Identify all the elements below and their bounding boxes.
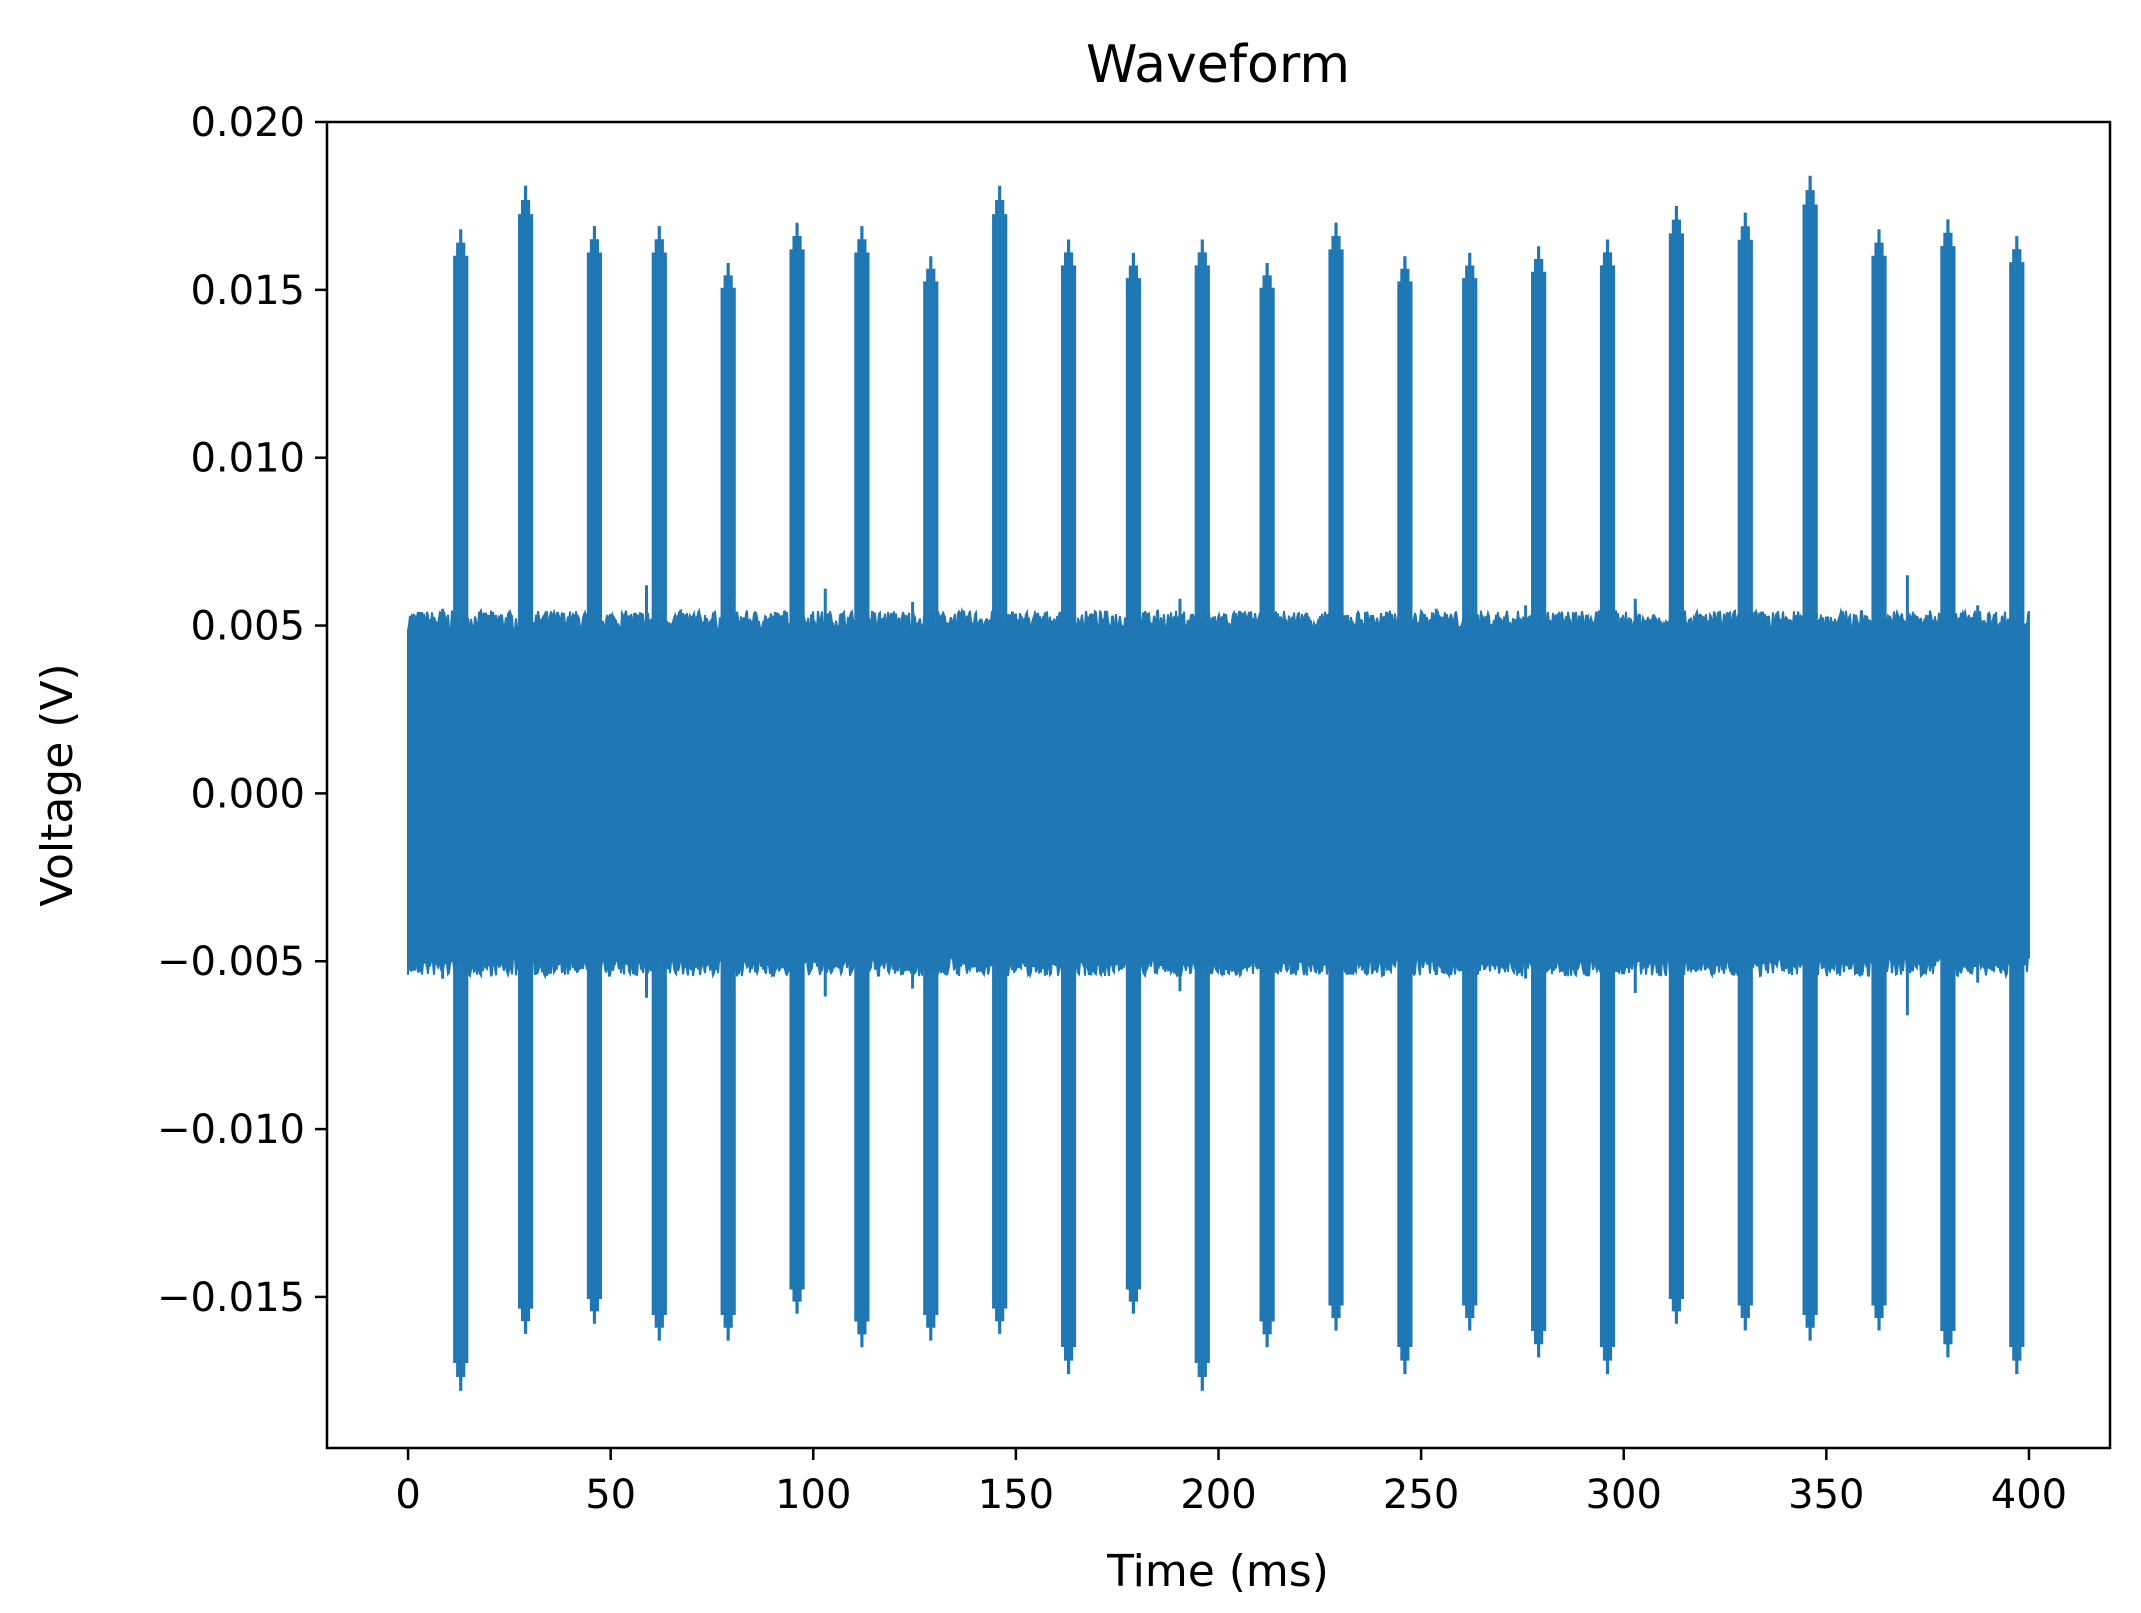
noise-band	[407, 606, 2030, 980]
spike-burst	[1125, 252, 1142, 1314]
spike-burst	[1194, 239, 1210, 1391]
x-tick-label: 200	[1180, 1472, 1256, 1518]
spike-burst	[1462, 252, 1478, 1331]
x-tick-label: 350	[1788, 1472, 1864, 1518]
spike-burst	[1060, 239, 1077, 1375]
y-tick-label: 0.010	[190, 436, 305, 482]
spike-burst	[1737, 212, 1753, 1331]
spike-burst	[2009, 236, 2025, 1375]
spike-burst	[1940, 219, 1956, 1358]
spike-burst	[1259, 262, 1275, 1348]
y-tick-label: 0.015	[190, 268, 305, 314]
spike-burst	[789, 222, 805, 1314]
spike-burst	[1871, 229, 1887, 1331]
x-tick-label: 300	[1586, 1472, 1662, 1518]
spike-burst	[720, 262, 736, 1341]
plot-area	[325, 120, 2112, 1450]
spike-burst	[1531, 246, 1547, 1358]
x-tick-label: 50	[585, 1472, 636, 1518]
chart-title: Waveform	[1086, 35, 1350, 95]
x-axis-label: Time (ms)	[1106, 1546, 1329, 1597]
y-tick-label: 0.020	[190, 100, 305, 146]
y-tick-label: 0.000	[190, 771, 305, 817]
spike-burst	[854, 226, 870, 1348]
spike-burst	[651, 226, 667, 1341]
spike-burst	[1668, 205, 1685, 1324]
spike-burst	[992, 185, 1008, 1334]
spike-burst	[1599, 239, 1616, 1375]
x-tick-label: 100	[775, 1472, 851, 1518]
y-tick-label: −0.010	[157, 1107, 305, 1153]
x-tick-label: 150	[978, 1472, 1054, 1518]
y-tick-label: −0.005	[157, 939, 305, 985]
y-tick-label: −0.015	[157, 1275, 305, 1321]
spike-burst	[453, 229, 469, 1391]
spike-burst	[1328, 222, 1344, 1331]
spike-burst	[1802, 175, 1818, 1341]
spike-burst	[923, 256, 939, 1341]
spike-burst	[517, 185, 534, 1334]
spike-burst	[586, 226, 603, 1324]
x-tick-label: 400	[1991, 1472, 2067, 1518]
x-tick-label: 0	[395, 1472, 420, 1518]
x-tick-label: 250	[1383, 1472, 1459, 1518]
y-tick-label: 0.005	[190, 604, 305, 650]
y-axis: 0.020 0.015 0.010 0.005 0.000 −0.005 −0.010 −0.…	[157, 100, 327, 1321]
x-axis: 0 50 100 150 200 250 300 350 400	[395, 1448, 2067, 1518]
spike-burst	[1397, 256, 1413, 1375]
y-axis-label: Voltage (V)	[32, 663, 83, 906]
series-waveform	[407, 175, 2030, 1391]
